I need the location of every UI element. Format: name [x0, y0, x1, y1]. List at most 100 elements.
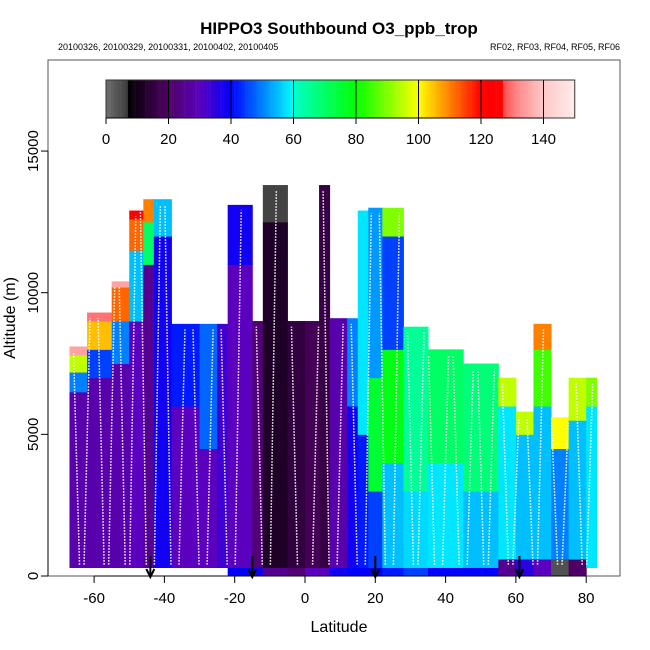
colorbar-swatch: [124, 80, 127, 118]
colorbar-swatch: [531, 80, 533, 118]
colorbar-swatch: [352, 80, 355, 118]
colorbar-swatch: [549, 80, 552, 118]
curtain-cell: [227, 567, 253, 577]
colorbar-tick-label: 100: [406, 131, 431, 148]
colorbar-swatch: [281, 80, 283, 118]
colorbar-swatch: [268, 80, 271, 118]
colorbar-swatch: [504, 80, 507, 118]
colorbar-swatch: [388, 80, 391, 118]
colorbar-swatch: [462, 80, 465, 118]
colorbar-swatch: [482, 80, 485, 118]
curtain-cell: [368, 207, 383, 379]
colorbar-swatch: [446, 80, 449, 118]
colorbar-swatch: [443, 80, 446, 118]
colorbar-swatch: [468, 80, 471, 118]
colorbar-swatch: [115, 80, 118, 118]
colorbar-swatch: [326, 80, 329, 118]
curtain-cell: [515, 434, 534, 560]
colorbar-swatch: [145, 80, 147, 118]
curtain-cell: [171, 406, 201, 569]
curtain-cell: [568, 559, 587, 577]
colorbar-swatch: [523, 80, 525, 118]
colorbar-swatch: [448, 80, 450, 118]
colorbar-swatch: [493, 80, 496, 118]
colorbar-swatch: [162, 80, 165, 118]
colorbar-swatch: [140, 80, 143, 118]
colorbar-swatch: [374, 80, 377, 118]
colorbar-swatch: [334, 80, 336, 118]
curtain-cell: [463, 491, 499, 569]
colorbar-swatch: [454, 80, 457, 118]
colorbar-swatch: [137, 80, 140, 118]
curtain-cell: [403, 326, 429, 492]
colorbar-swatch: [406, 80, 408, 118]
curtain-cell: [217, 323, 229, 569]
colorbar-swatch: [149, 80, 152, 118]
colorbar-swatch: [370, 80, 372, 118]
flight-profile-line: [269, 190, 278, 565]
colorbar-swatch: [354, 80, 357, 118]
y-tick-label: 15000: [25, 130, 42, 172]
colorbar-swatch: [548, 80, 550, 118]
curtain-cell: [319, 567, 331, 577]
colorbar-swatch: [193, 80, 196, 118]
flight-profile-line: [512, 417, 520, 565]
colorbar-swatch: [209, 80, 211, 118]
colorbar-swatch: [129, 80, 132, 118]
colorbar-swatch: [541, 80, 544, 118]
curtain-cell: [87, 377, 113, 569]
colorbar-swatch: [565, 80, 568, 118]
flight-profile-line: [72, 352, 81, 565]
colorbar-swatch: [552, 80, 555, 118]
colorbar-swatch: [152, 80, 155, 118]
colorbar-swatch: [573, 80, 575, 118]
colorbar-swatch: [512, 80, 515, 118]
x-tick-label: -60: [83, 590, 105, 607]
colorbar-swatch: [182, 80, 185, 118]
colorbar-swatch: [551, 80, 554, 118]
colorbar-swatch: [274, 80, 277, 118]
colorbar-swatch: [520, 80, 522, 118]
colorbar-swatch: [179, 80, 182, 118]
colorbar-swatch: [501, 80, 504, 118]
flight-profile-line: [178, 329, 186, 565]
curtain-cell: [129, 321, 144, 569]
colorbar-swatch: [293, 80, 296, 118]
colorbar-swatch: [121, 80, 124, 118]
axes: -60 -40 -20 0 20 40 60 80 0 5000 10000 15000: [25, 130, 595, 607]
colorbar-swatch: [360, 80, 363, 118]
colorbar-swatch: [276, 80, 279, 118]
colorbar-swatch: [402, 80, 405, 118]
colorbar-swatch: [401, 80, 404, 118]
colorbar-swatch: [463, 80, 466, 118]
colorbar-swatch: [451, 80, 454, 118]
colorbar-swatch: [456, 80, 458, 118]
colorbar-swatch: [285, 80, 288, 118]
curtain-cell: [551, 559, 570, 577]
colorbar-swatch: [279, 80, 282, 118]
colorbar-swatch: [184, 80, 186, 118]
curtain-cell: [252, 567, 264, 577]
flight-profile-line: [501, 383, 510, 565]
colorbar-swatch: [418, 80, 421, 118]
curtain-cell: [533, 323, 552, 350]
colorbar-tick-label: 80: [348, 131, 365, 148]
colorbar-swatch: [349, 80, 352, 118]
colorbar-swatch: [466, 80, 469, 118]
colorbar-swatch: [348, 80, 350, 118]
colorbar-swatch: [181, 80, 183, 118]
colorbar-swatch: [559, 80, 561, 118]
colorbar-swatch: [237, 80, 240, 118]
colorbar-swatch: [309, 80, 311, 118]
colorbar-swatch: [166, 80, 169, 118]
colorbar-tick-label: 20: [160, 131, 177, 148]
colorbar-swatch: [190, 80, 193, 118]
colorbar-swatch: [385, 80, 388, 118]
x-axis-label: Latitude: [311, 619, 368, 636]
colorbar-swatch: [196, 80, 199, 118]
curtain-cell: [551, 417, 570, 450]
colorbar-swatch: [491, 80, 494, 118]
curtain-cell: [382, 349, 404, 464]
flight-profile-line: [83, 318, 91, 565]
curtain-cell: [262, 185, 288, 223]
